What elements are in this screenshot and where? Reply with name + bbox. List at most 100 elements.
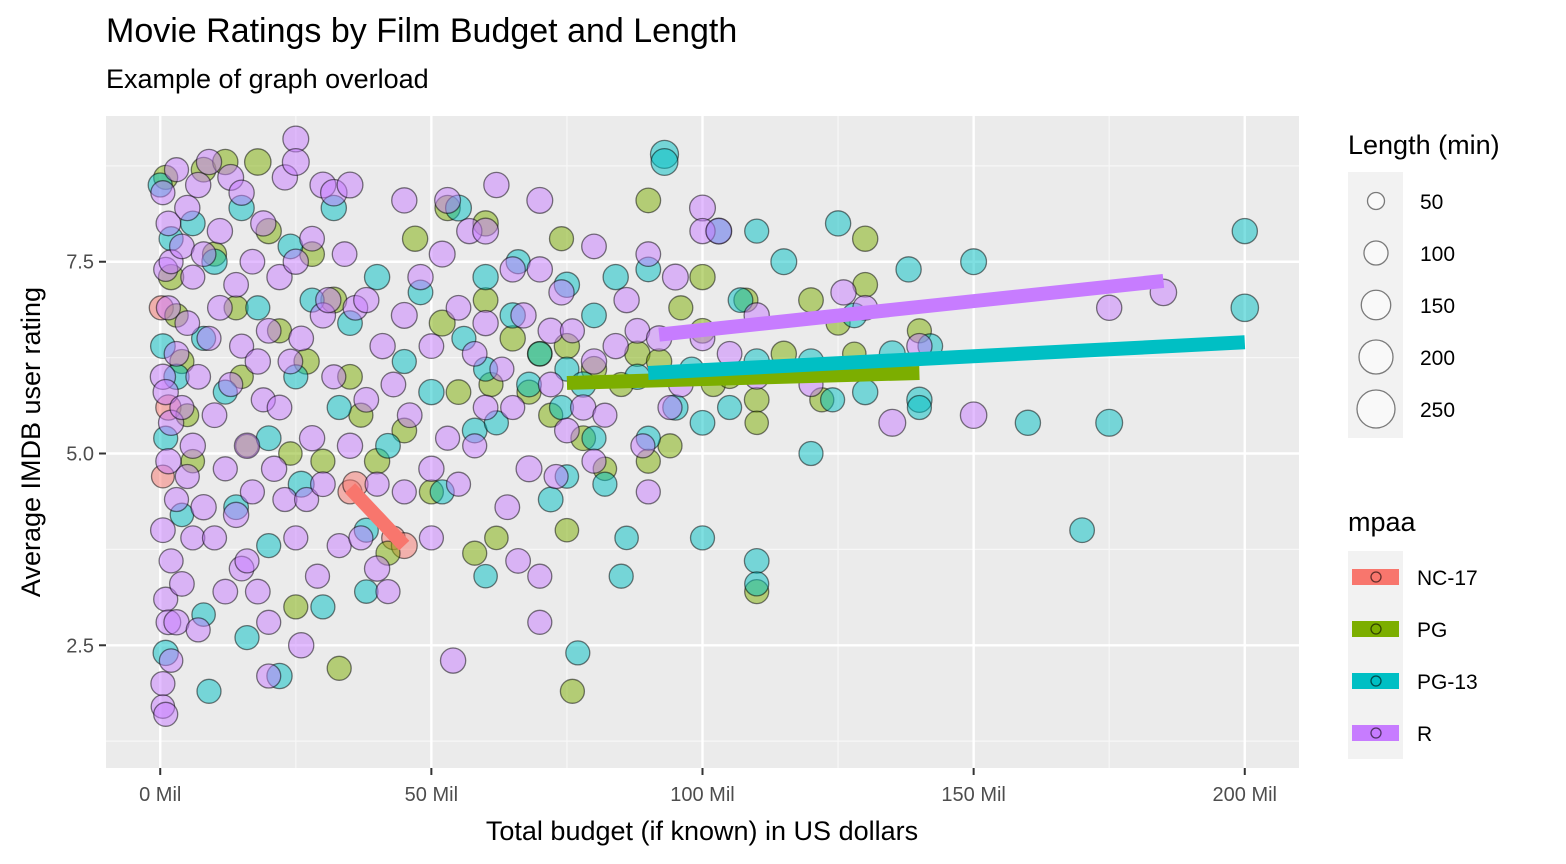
size-legend-label: 150 [1420, 295, 1455, 318]
data-point-pg-13 [256, 532, 282, 559]
data-point-r [526, 256, 554, 283]
data-point-r [180, 264, 206, 290]
data-point-r [380, 371, 407, 398]
data-point-r [222, 501, 250, 529]
data-point-pg-13 [527, 341, 553, 367]
data-point-r [190, 241, 217, 268]
data-point-pg [744, 410, 770, 436]
data-point-r [163, 486, 190, 513]
color-legend-label: PG-13 [1417, 671, 1478, 694]
data-point-pg-13 [689, 525, 716, 551]
data-point-r [293, 486, 320, 513]
x-tick-label: 0 Mil [139, 784, 181, 806]
data-point-r [336, 171, 364, 199]
data-point-r [657, 394, 683, 421]
data-point-r [526, 186, 554, 214]
data-point-r [168, 233, 195, 260]
data-point-pg-13 [824, 210, 852, 237]
data-point-r [239, 479, 266, 505]
size-legend-key [1356, 389, 1396, 429]
data-point-r [266, 263, 293, 291]
size-legend-key [1360, 289, 1392, 321]
data-point-r [256, 663, 282, 689]
data-point-pg-13 [744, 218, 770, 244]
data-point-pg [743, 386, 770, 413]
data-point-r [281, 147, 310, 177]
data-point-r [201, 402, 228, 429]
data-point-r [959, 401, 988, 430]
data-point-r [155, 447, 182, 475]
size-legend-label: 200 [1420, 347, 1455, 370]
data-point-r [153, 701, 179, 727]
data-point-pg [472, 287, 499, 314]
data-point-r [163, 157, 190, 183]
data-point-pg-13 [196, 678, 222, 704]
data-point-r [223, 271, 250, 298]
data-point-r [439, 647, 467, 674]
data-point-r [309, 471, 336, 498]
data-point-r [195, 148, 223, 176]
size-legend-title: Length (min) [1348, 130, 1500, 160]
data-point-r [326, 532, 352, 559]
data-point-r [391, 479, 417, 505]
data-point-r [158, 648, 184, 673]
data-point-r [602, 332, 629, 360]
data-point-pg [278, 441, 303, 466]
data-point-r [472, 309, 499, 337]
data-point-pg-13 [895, 256, 922, 283]
size-legend-label: 250 [1420, 399, 1455, 422]
data-point-pg-13 [581, 302, 607, 329]
data-point-r [336, 432, 364, 460]
data-point-pg-13 [798, 440, 824, 467]
x-tick-label: 100 Mil [670, 784, 734, 806]
data-point-r [244, 578, 271, 605]
data-point-r [592, 402, 618, 428]
data-point-r [250, 210, 277, 237]
data-point-pg-13 [819, 387, 846, 413]
data-point-pg-13 [906, 394, 933, 421]
data-point-r [494, 494, 521, 521]
color-legend-point [1370, 571, 1382, 583]
data-point-r [353, 286, 380, 314]
data-point-pg [401, 225, 429, 252]
data-point-pg-13 [310, 594, 336, 620]
data-point-pg [310, 448, 336, 474]
x-axis-title: Total budget (if known) in US dollars [486, 816, 918, 846]
data-point-r [472, 217, 500, 245]
color-legend-point [1370, 623, 1382, 635]
data-point-r [878, 408, 907, 437]
data-point-r [510, 302, 537, 329]
data-point-r [445, 471, 472, 497]
data-point-pg-13 [1095, 408, 1124, 437]
color-legend-point [1370, 675, 1382, 687]
data-point-pg [635, 187, 662, 214]
trend-line-nc-17 [344, 483, 410, 551]
y-tick-label: 7.5 [66, 252, 94, 274]
data-point-r [581, 233, 607, 260]
data-point-r [152, 378, 179, 406]
data-point-r [168, 570, 195, 597]
data-point-r [418, 525, 445, 551]
data-point-r [363, 555, 391, 582]
data-point-r [500, 394, 526, 421]
data-point-r [375, 578, 401, 605]
data-point-r [233, 432, 261, 460]
data-point-r [272, 486, 298, 513]
data-point-r [299, 225, 326, 252]
data-point-pg [484, 525, 509, 551]
data-point-r [304, 563, 331, 589]
data-point-r [315, 286, 342, 314]
data-point-pg [499, 325, 526, 352]
data-point-r [212, 456, 238, 482]
data-point-r [705, 217, 733, 245]
data-point-pg-13 [565, 640, 591, 666]
size-legend-key [1363, 240, 1389, 266]
data-point-r [418, 455, 445, 483]
data-point-r [174, 310, 201, 337]
data-point-pg [668, 295, 694, 321]
data-point-r [174, 463, 200, 490]
data-point-r [527, 609, 553, 635]
data-point-r [150, 180, 176, 206]
data-point-r [180, 525, 206, 551]
